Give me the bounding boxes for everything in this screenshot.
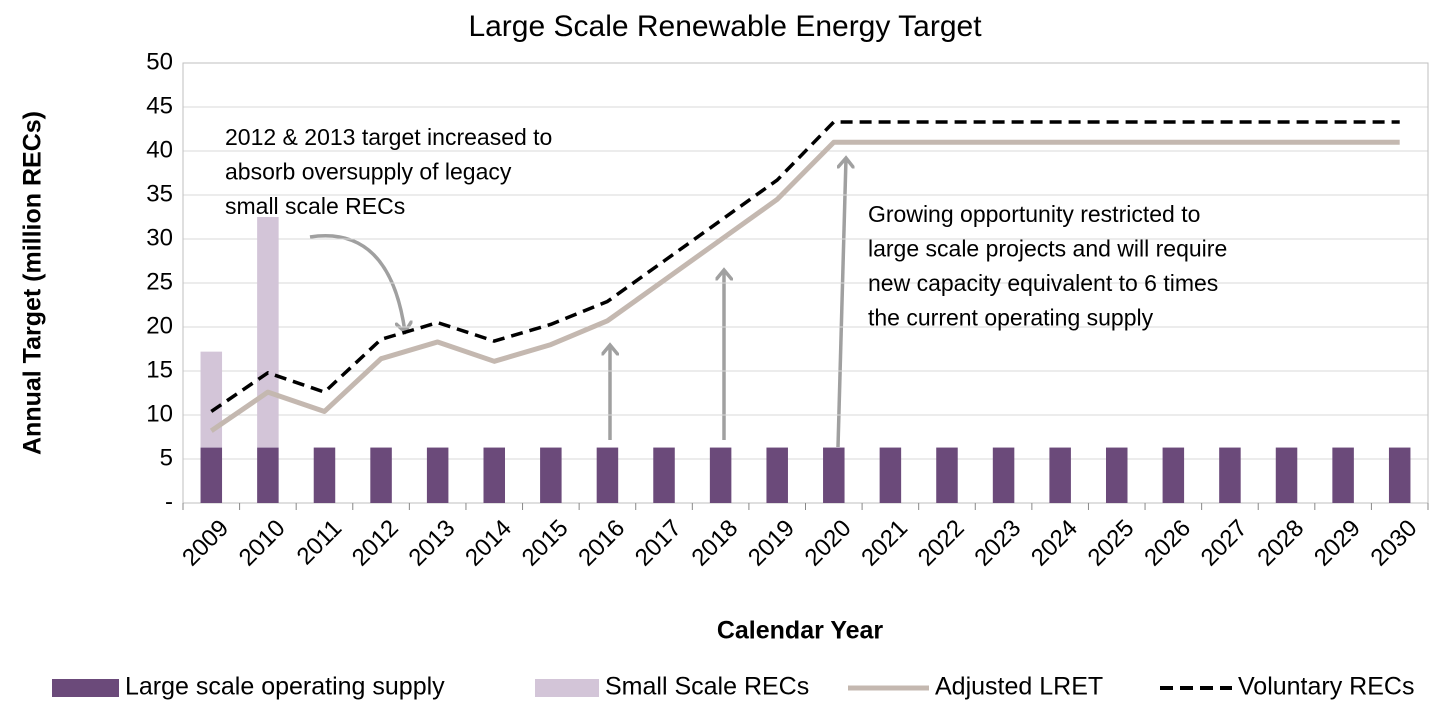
x-tick-label: 2026 (1139, 515, 1196, 572)
y-tick-label: 35 (146, 180, 173, 207)
chart-title: Large Scale Renewable Energy Target (468, 10, 982, 43)
y-tick-label: 5 (160, 444, 173, 471)
x-tick-label: 2017 (630, 515, 687, 572)
y-tick-label: 20 (146, 312, 173, 339)
x-tick-label: 2024 (1026, 515, 1083, 572)
x-tick-label: 2019 (743, 515, 800, 572)
x-axis-label: Calendar Year (717, 617, 884, 645)
y-tick-label: 30 (146, 224, 173, 251)
bar (596, 447, 619, 503)
y-tick-label: 45 (146, 92, 173, 119)
y-tick-label: - (165, 488, 173, 515)
bar (823, 447, 845, 503)
x-tick-label: 2028 (1252, 515, 1309, 572)
y-axis-label: Annual Target (million RECs) (19, 111, 47, 455)
legend-label: Voluntary RECs (1238, 673, 1414, 701)
x-tick-label: 2020 (800, 515, 857, 572)
x-tick-label: 2030 (1366, 515, 1423, 572)
annotation: small scale RECs (225, 193, 405, 219)
y-tick-label: 25 (146, 268, 173, 295)
bar (1388, 447, 1411, 503)
bar (1332, 447, 1354, 503)
line (210, 120, 1400, 413)
x-tick-label: 2018 (686, 515, 743, 572)
bar (992, 447, 1015, 503)
x-tick-label: 2015 (517, 515, 574, 572)
legend-label: Small Scale RECs (605, 673, 809, 701)
bar (1105, 447, 1128, 503)
y-tick-label: 40 (146, 136, 173, 163)
x-tick-label: 2016 (573, 515, 630, 572)
arrows (309, 158, 846, 448)
annotation: absorb oversupply of legacy (225, 159, 512, 185)
x-tick-label: 2010 (234, 515, 291, 572)
arrow (309, 234, 405, 332)
arrow (836, 158, 846, 448)
bar (313, 447, 336, 503)
x-tick-label: 2013 (404, 515, 461, 572)
annotation: 2012 & 2013 target increased to (225, 124, 552, 150)
bar (200, 351, 223, 448)
bar (257, 217, 279, 448)
bar (1162, 447, 1185, 503)
bar (1049, 447, 1071, 503)
annotation: Growing opportunity restricted to (868, 201, 1200, 227)
bar (936, 447, 958, 503)
bar (200, 447, 223, 503)
bar (1219, 447, 1241, 503)
x-tick-label: 2014 (460, 515, 517, 572)
bar (766, 447, 788, 503)
x-tick-label: 2012 (347, 515, 404, 572)
bar (709, 447, 732, 503)
x-tick-label: 2022 (913, 515, 970, 572)
bar (257, 447, 279, 503)
x-tick-label: 2009 (177, 515, 234, 572)
legend-swatch (535, 679, 599, 697)
bar (540, 447, 562, 503)
x-tick-label: 2029 (1309, 515, 1366, 572)
annotation: large scale projects and will require (868, 236, 1227, 262)
y-tick-label: 15 (146, 356, 173, 383)
annotation: new capacity equivalent to 6 times (868, 270, 1218, 296)
line (209, 139, 1400, 433)
y-tick-label: 10 (146, 400, 173, 427)
x-tick-label: 2023 (969, 515, 1026, 572)
x-tick-label: 2021 (856, 515, 913, 572)
y-tick-label: 50 (146, 48, 173, 75)
x-tick-label: 2011 (292, 515, 348, 571)
legend-swatch (52, 679, 119, 697)
x-tick-label: 2027 (1196, 515, 1253, 572)
bar (1275, 447, 1298, 503)
x-tick-label: 2025 (1083, 515, 1140, 572)
bar (879, 447, 902, 503)
legend-label: Adjusted LRET (935, 673, 1103, 701)
bar (483, 447, 506, 503)
bar (653, 447, 675, 503)
bar (426, 447, 449, 503)
bar (370, 447, 392, 503)
annotation: the current operating supply (868, 305, 1154, 331)
legend-label: Large scale operating supply (125, 673, 445, 701)
